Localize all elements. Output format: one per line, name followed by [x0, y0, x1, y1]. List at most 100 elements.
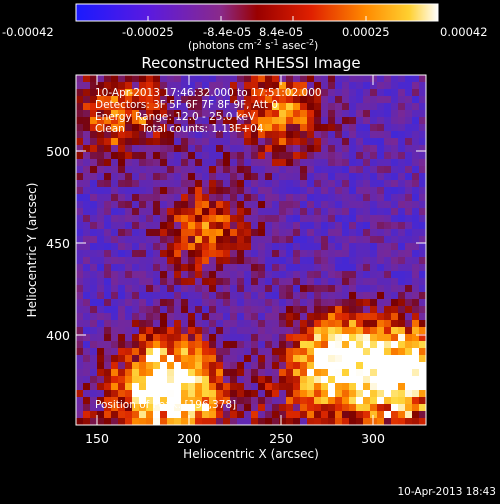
heatmap-cell	[265, 159, 273, 167]
heatmap-cell	[125, 250, 133, 258]
heatmap-cell	[146, 96, 154, 104]
heatmap-cell	[111, 327, 119, 335]
heatmap-cell	[398, 327, 406, 335]
heatmap-cell	[328, 390, 336, 398]
heatmap-cell	[398, 362, 406, 370]
heatmap-cell	[111, 229, 119, 237]
heatmap-cell	[363, 89, 371, 97]
heatmap-cell	[391, 376, 399, 384]
heatmap-cell	[286, 215, 294, 223]
heatmap-cell	[293, 215, 301, 223]
heatmap-cell	[216, 236, 224, 244]
heatmap-cell	[412, 117, 420, 125]
heatmap-cell	[230, 187, 238, 195]
heatmap-cell	[195, 376, 203, 384]
heatmap-cell	[181, 397, 189, 405]
heatmap-cell	[328, 103, 336, 111]
heatmap-cell	[377, 124, 385, 132]
heatmap-cell	[321, 131, 329, 139]
heatmap-cell	[384, 411, 392, 419]
heatmap-cell	[223, 250, 231, 258]
heatmap-cell	[195, 327, 203, 335]
heatmap-cell	[384, 138, 392, 146]
heatmap-cell	[146, 390, 154, 398]
heatmap-cell	[97, 180, 105, 188]
heatmap-cell	[216, 145, 224, 153]
heatmap-cell	[419, 327, 426, 335]
heatmap-cell	[398, 306, 406, 314]
heatmap-cell	[153, 180, 161, 188]
heatmap-cell	[370, 264, 378, 272]
heatmap-cell	[188, 243, 196, 251]
heatmap-cell	[279, 362, 287, 370]
heatmap-cell	[90, 243, 98, 251]
heatmap-cell	[300, 229, 308, 237]
heatmap-cell	[139, 341, 147, 349]
heatmap-cell	[167, 152, 175, 160]
heatmap-cell	[146, 215, 154, 223]
heatmap-cell	[384, 348, 392, 356]
heatmap-cell	[174, 173, 182, 181]
heatmap-cell	[384, 341, 392, 349]
y-tick-label: 450	[46, 236, 70, 251]
heatmap-cell	[265, 166, 273, 174]
heatmap-cell	[391, 152, 399, 160]
heatmap-cell	[419, 313, 426, 321]
heatmap-cell	[244, 117, 252, 125]
heatmap-cell	[356, 159, 364, 167]
heatmap-cell	[97, 89, 105, 97]
heatmap-cell	[153, 229, 161, 237]
heatmap-cell	[314, 187, 322, 195]
heatmap-cell	[342, 229, 350, 237]
heatmap-cell	[223, 341, 231, 349]
heatmap-cell	[111, 180, 119, 188]
heatmap-cell	[272, 117, 280, 125]
heatmap-cell	[223, 390, 231, 398]
heatmap-cell	[356, 110, 364, 118]
heatmap-cell	[146, 82, 154, 90]
heatmap-cell	[419, 166, 426, 174]
heatmap-cell	[139, 180, 147, 188]
heatmap-cell	[328, 243, 336, 251]
heatmap-cell	[356, 348, 364, 356]
heatmap-cell	[328, 173, 336, 181]
heatmap-cell	[104, 110, 112, 118]
heatmap-cell	[300, 341, 308, 349]
heatmap-cell	[97, 327, 105, 335]
heatmap-cell	[90, 166, 98, 174]
heatmap-cell	[209, 390, 217, 398]
heatmap-cell	[370, 306, 378, 314]
heatmap-cell	[237, 236, 245, 244]
heatmap-cell	[90, 313, 98, 321]
heatmap-cell	[328, 166, 336, 174]
heatmap-cell	[272, 173, 280, 181]
heatmap-cell	[118, 145, 126, 153]
heatmap-cell	[265, 208, 273, 216]
heatmap-cell	[237, 180, 245, 188]
heatmap-cell	[146, 404, 154, 412]
heatmap-cell	[412, 362, 420, 370]
heatmap-cell	[174, 187, 182, 195]
heatmap-cell	[314, 173, 322, 181]
heatmap-cell	[230, 103, 238, 111]
heatmap-cell	[195, 306, 203, 314]
heatmap-cell	[153, 348, 161, 356]
heatmap-cell	[76, 327, 84, 335]
heatmap-cell	[153, 103, 161, 111]
heatmap-cell	[111, 306, 119, 314]
heatmap-cell	[90, 376, 98, 384]
heatmap-cell	[370, 96, 378, 104]
heatmap-cell	[384, 257, 392, 265]
heatmap-cell	[111, 404, 119, 412]
heatmap-cell	[265, 397, 273, 405]
heatmap-cell	[223, 152, 231, 160]
heatmap-cell	[90, 96, 98, 104]
heatmap-cell	[363, 306, 371, 314]
heatmap-cell	[167, 250, 175, 258]
heatmap-cell	[328, 152, 336, 160]
heatmap-cell	[125, 236, 133, 244]
info-line-time: 10-Apr-2013 17:46:32.000 to 17:51:02.000	[95, 87, 322, 99]
heatmap-cell	[405, 390, 413, 398]
heatmap-cell	[146, 341, 154, 349]
heatmap-cell	[223, 187, 231, 195]
